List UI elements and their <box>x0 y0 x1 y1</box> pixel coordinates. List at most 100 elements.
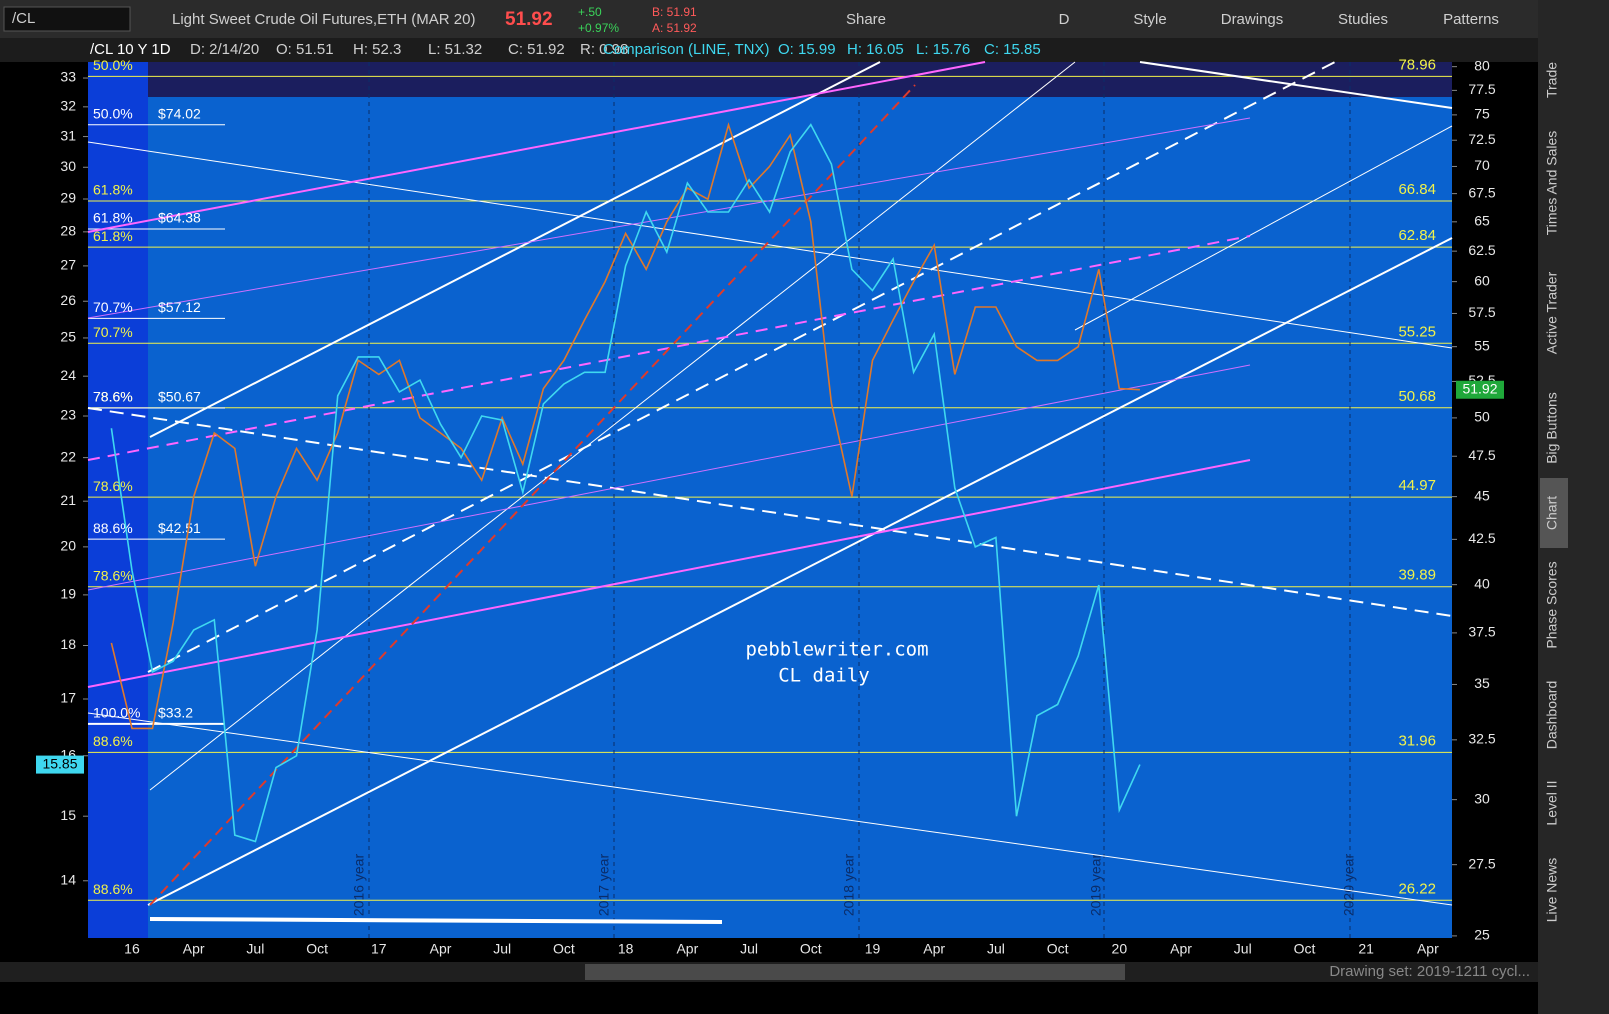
x-tick-label: Apr <box>1170 941 1192 957</box>
fib-price: 78.96 <box>1398 56 1436 73</box>
watermark: CL daily <box>778 665 870 687</box>
retracement-percent: 61.8% <box>93 210 133 226</box>
trend-line <box>149 84 916 906</box>
x-tick-label: Apr <box>1417 941 1439 957</box>
retracement-percent: 88.6% <box>93 520 133 536</box>
y2-tick-label: 20 <box>60 538 76 554</box>
change-pct: +0.97% <box>578 21 619 35</box>
trend-line <box>87 712 1453 906</box>
fib-percent: 78.6% <box>93 567 133 583</box>
y2-tick-label: 17 <box>60 690 76 706</box>
y2-tick-label: 31 <box>60 127 76 143</box>
fib-price: 39.89 <box>1398 567 1436 584</box>
x-tick-label: Jul <box>246 941 264 957</box>
sidebar-tab[interactable]: Level II <box>1544 780 1560 825</box>
trend-line <box>147 61 1336 673</box>
y-tick-label: 35 <box>1474 675 1490 691</box>
y2-tick-label: 26 <box>60 292 76 308</box>
y-tick-label: 62.5 <box>1468 242 1495 258</box>
description: Light Sweet Crude Oil Futures,ETH (MAR 2… <box>172 11 475 28</box>
y-tick-label: 77.5 <box>1468 81 1495 97</box>
y-tick-label: 70 <box>1474 157 1490 173</box>
x-tick-label: 20 <box>1112 941 1128 957</box>
trend-line <box>87 61 986 233</box>
trend-line <box>87 364 1251 591</box>
toolbar-button[interactable]: Studies <box>1338 11 1388 28</box>
x-tick-label: 21 <box>1358 941 1374 957</box>
fib-percent: 88.6% <box>93 881 133 897</box>
trend-line <box>149 917 723 924</box>
y-tick-label: 25 <box>1474 927 1490 943</box>
sidebar-tab[interactable]: Big Buttons <box>1544 392 1560 464</box>
info-item: D: 2/14/20 <box>190 41 259 58</box>
y2-tick-label: 28 <box>60 223 76 239</box>
toolbar-button[interactable]: Drawings <box>1221 11 1284 28</box>
x-tick-label: Jul <box>493 941 511 957</box>
retracement-percent: 100.0% <box>93 705 140 721</box>
y2-tick-label: 25 <box>60 329 76 345</box>
fib-price: 44.97 <box>1398 477 1436 494</box>
info-item: C: 15.85 <box>984 41 1041 58</box>
sidebar-tab[interactable]: Trade <box>1544 62 1560 98</box>
bid: B: 51.91 <box>652 5 697 19</box>
y-tick-label: 40 <box>1474 575 1490 591</box>
y-tick-label: 72.5 <box>1468 131 1495 147</box>
sidebar-tab[interactable]: Times And Sales <box>1544 131 1560 236</box>
sidebar-tab[interactable]: Dashboard <box>1544 681 1560 750</box>
sidebar-tab[interactable]: Phase Scores <box>1544 561 1560 648</box>
y2-tick-label: 32 <box>60 98 76 114</box>
trend-line <box>1139 61 1453 109</box>
x-tick-label: Oct <box>1294 941 1316 957</box>
year-label: 2018 year <box>841 854 857 917</box>
ask: A: 51.92 <box>652 21 697 35</box>
last-badge <box>36 755 84 774</box>
x-tick-label: Oct <box>306 941 328 957</box>
retracement-price: $42.51 <box>158 520 201 536</box>
trend-line <box>147 237 1453 906</box>
sidebar-tab[interactable]: Active Trader <box>1544 271 1560 354</box>
sidebar-tab[interactable]: Chart <box>1544 496 1560 530</box>
fib-percent: 61.8% <box>93 228 133 244</box>
symbol-box[interactable] <box>3 6 131 32</box>
trend-line <box>149 61 881 438</box>
year-label: 2017 year <box>596 854 612 917</box>
trend-line <box>87 459 1251 688</box>
info-item: H: 16.05 <box>847 41 904 58</box>
info-item: /CL 10 Y 1D <box>90 41 171 58</box>
toolbar-button[interactable]: Share <box>846 11 886 28</box>
y-tick-label: 27.5 <box>1468 855 1495 871</box>
y-tick-label: 57.5 <box>1468 304 1495 320</box>
y2-tick-label: 24 <box>60 367 76 383</box>
y-tick-label: 67.5 <box>1468 184 1495 200</box>
fib-price: 31.96 <box>1398 732 1436 749</box>
scroll-thumb[interactable] <box>585 964 1125 980</box>
sidebar-tab[interactable]: Live News <box>1544 858 1560 923</box>
y2-tick-label: 14 <box>60 871 76 887</box>
y-tick-label: 30 <box>1474 790 1490 806</box>
trend-line <box>1074 125 1453 331</box>
retracement-price: $33.2 <box>158 705 193 721</box>
last-badge <box>1456 380 1504 399</box>
x-tick-label: Oct <box>553 941 575 957</box>
toolbar-button[interactable]: D <box>1059 11 1070 28</box>
retracement-percent: 50.0% <box>93 105 133 121</box>
x-tick-label: 16 <box>124 941 140 957</box>
series-line <box>110 123 1141 843</box>
y2-tick-label: 19 <box>60 586 76 602</box>
y2-tick-label: 18 <box>60 636 76 652</box>
fib-percent: 70.7% <box>93 324 133 340</box>
x-tick-label: Oct <box>800 941 822 957</box>
trend-line <box>87 407 1453 617</box>
fib-percent: 78.6% <box>93 478 133 494</box>
toolbar-button[interactable]: Patterns <box>1443 11 1499 28</box>
info-bar <box>0 38 1538 62</box>
watermark: pebblewriter.com <box>745 639 928 661</box>
toolbar-button[interactable]: Style <box>1133 11 1166 28</box>
retracement-percent: 78.6% <box>93 389 133 405</box>
x-tick-label: Jul <box>740 941 758 957</box>
info-item: H: 52.3 <box>353 41 401 58</box>
left-zone <box>88 62 148 938</box>
trend-line <box>87 141 1453 349</box>
x-tick-label: Apr <box>923 941 945 957</box>
